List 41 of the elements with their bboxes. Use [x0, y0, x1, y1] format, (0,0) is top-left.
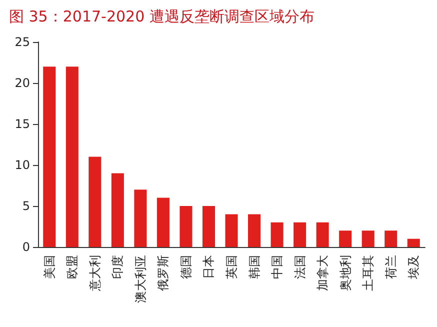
bar — [225, 214, 238, 247]
bar — [43, 66, 56, 247]
bar — [407, 238, 420, 247]
bar — [66, 66, 78, 247]
x-tick-label: 荷兰 — [384, 255, 398, 279]
bar — [248, 214, 261, 247]
x-tick-label: 俄罗斯 — [156, 255, 170, 291]
bar — [384, 230, 398, 247]
x-tick-label: 加拿大 — [316, 255, 330, 291]
bar — [88, 156, 102, 247]
bar — [156, 198, 170, 247]
x-tick-label: 印度 — [110, 255, 125, 279]
bar — [294, 222, 306, 247]
bar — [202, 206, 215, 247]
bar — [362, 230, 374, 247]
x-tick-label: 奥地利 — [338, 255, 352, 291]
y-tick-label: 10 — [14, 158, 30, 172]
y-tick-label: 20 — [14, 76, 30, 90]
bar — [270, 222, 284, 247]
x-tick-label: 日本 — [202, 255, 216, 279]
x-tick-label: 法国 — [292, 255, 307, 279]
chart-title: 图 35：2017-2020 遭遇反垄断调查区域分布 — [9, 8, 314, 26]
bar — [339, 230, 352, 247]
y-tick-label: 25 — [14, 35, 30, 49]
x-tick-label: 中国 — [270, 255, 284, 279]
bar — [316, 222, 329, 247]
y-tick-label: 15 — [14, 117, 30, 131]
x-tick-label: 意大利 — [88, 255, 102, 292]
x-tick-label: 德国 — [178, 255, 193, 279]
x-tick-label: 土耳其 — [361, 255, 376, 291]
x-tick-label: 韩国 — [247, 255, 262, 279]
bar — [180, 206, 192, 247]
x-tick-label: 埃及 — [406, 255, 421, 280]
x-tick-label: 欧盟 — [65, 255, 80, 279]
x-tick-label: 英国 — [224, 255, 238, 279]
x-tick-label: 澳大利亚 — [133, 255, 148, 303]
bar — [134, 190, 147, 247]
x-tick-label: 美国 — [42, 255, 56, 279]
y-tick-label: 5 — [22, 199, 30, 213]
y-tick-label: 0 — [22, 240, 30, 254]
bar — [111, 173, 124, 247]
